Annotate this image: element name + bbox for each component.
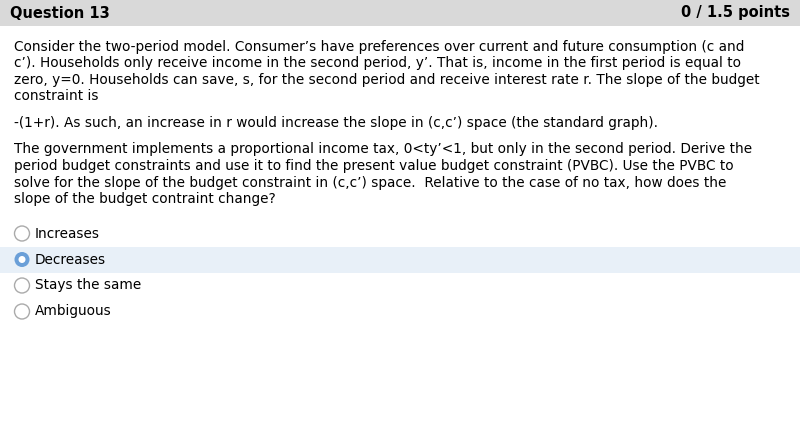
Text: c’). Households only receive income in the second period, y’. That is, income in: c’). Households only receive income in t… (14, 57, 741, 70)
FancyBboxPatch shape (0, 0, 800, 26)
FancyBboxPatch shape (0, 247, 800, 273)
Circle shape (14, 252, 30, 267)
Text: Ambiguous: Ambiguous (35, 305, 112, 318)
Text: period budget constraints and use it to find the present value budget constraint: period budget constraints and use it to … (14, 159, 734, 173)
Text: constraint is: constraint is (14, 90, 98, 103)
Text: Consider the two-period model. Consumer’s have preferences over current and futu: Consider the two-period model. Consumer’… (14, 40, 744, 54)
Text: solve for the slope of the budget constraint in (c,c’) space.  Relative to the c: solve for the slope of the budget constr… (14, 175, 726, 190)
Text: slope of the budget contraint change?: slope of the budget contraint change? (14, 192, 276, 206)
Text: Stays the same: Stays the same (35, 278, 142, 293)
Text: Question 13: Question 13 (10, 5, 110, 21)
Text: -(1+r). As such, an increase in r would increase the slope in (c,c’) space (the : -(1+r). As such, an increase in r would … (14, 116, 658, 130)
Text: Increases: Increases (35, 227, 100, 240)
Circle shape (14, 278, 30, 293)
Text: Decreases: Decreases (35, 252, 106, 267)
Circle shape (14, 304, 30, 319)
Text: zero, y=0. Households can save, s, for the second period and receive interest ra: zero, y=0. Households can save, s, for t… (14, 73, 760, 87)
Text: 0 / 1.5 points: 0 / 1.5 points (681, 5, 790, 21)
Text: The government implements a proportional income tax, 0<ty’<1, but only in the se: The government implements a proportional… (14, 143, 752, 157)
Circle shape (14, 226, 30, 241)
Circle shape (18, 256, 26, 263)
